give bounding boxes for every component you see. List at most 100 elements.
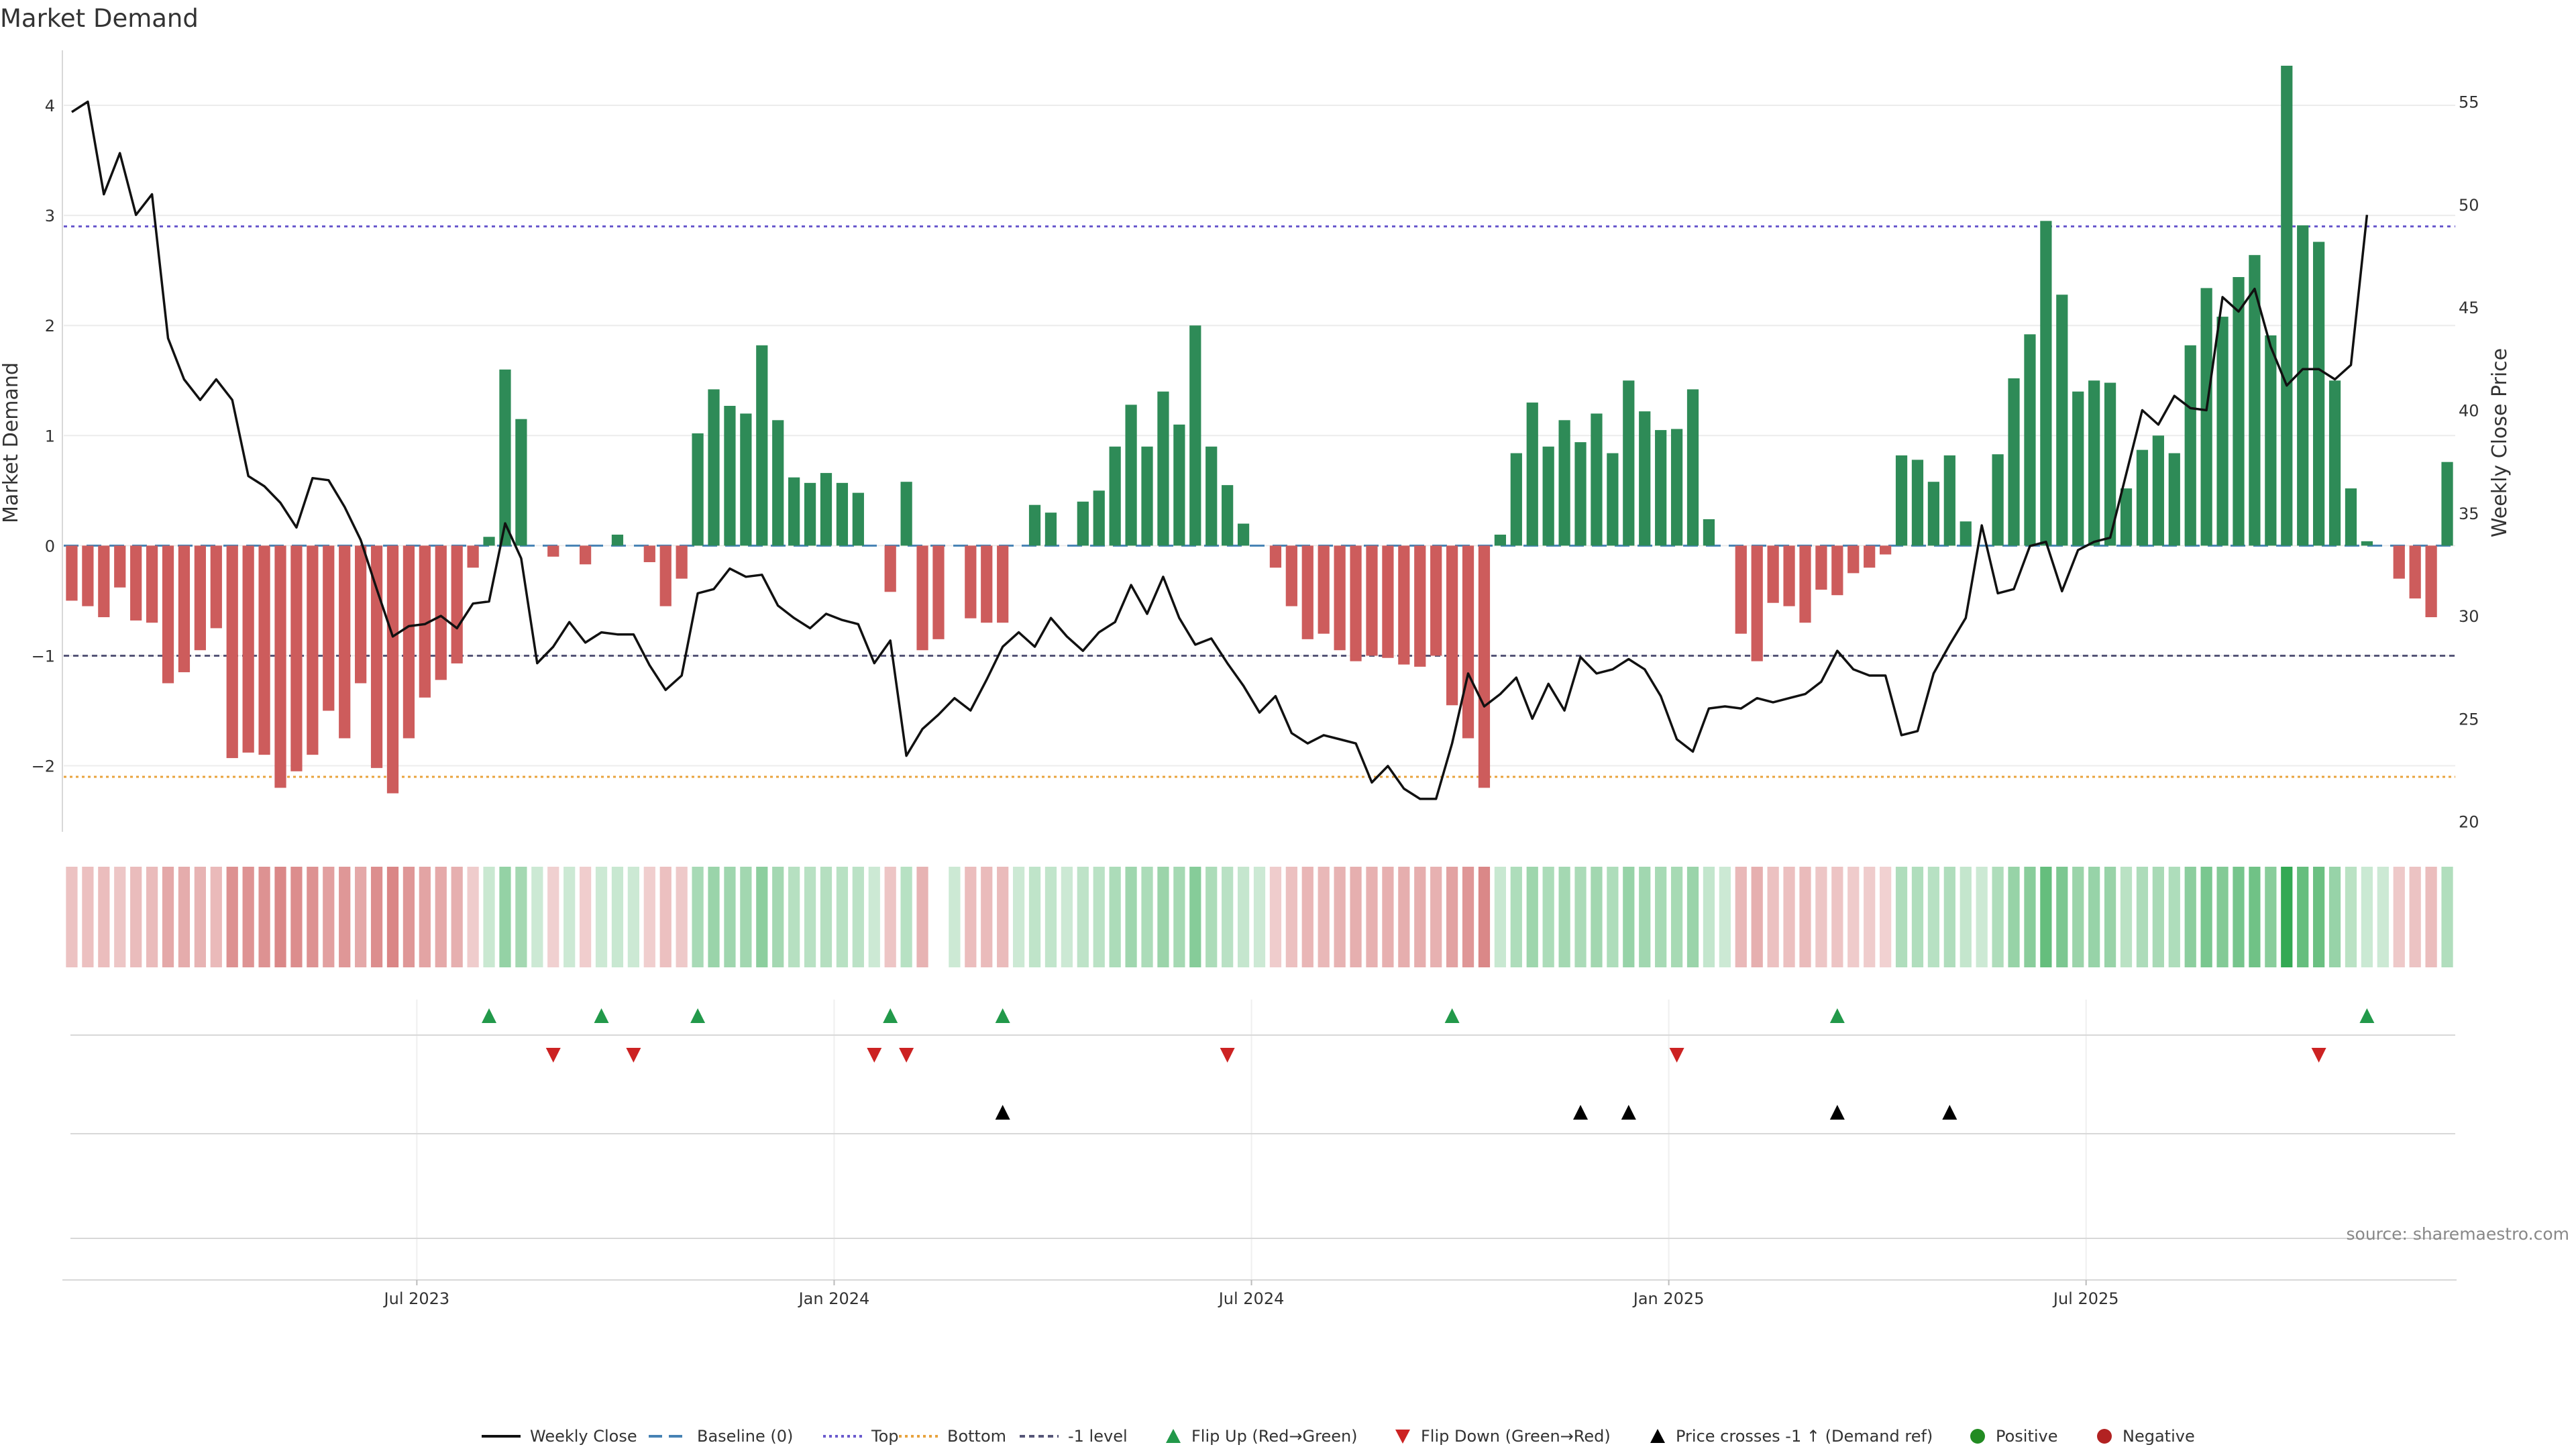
strip-cell [1895,867,1908,967]
demand-bar-negative [1831,545,1843,596]
demand-bar-positive [1686,389,1699,546]
strip-cell [2056,867,2068,967]
strip-cell [1847,867,1860,967]
strip-cell [1574,867,1587,967]
strip-cell [1109,867,1121,967]
x-tick-label: Jul 2025 [2052,1289,2119,1308]
y-right-tick-label: 55 [2459,93,2479,112]
demand-bar-negative [916,545,928,651]
demand-bar-negative [146,545,158,623]
demand-bar-positive [1558,420,1570,546]
strip-cell [692,867,704,967]
strip-cell [1044,867,1057,967]
legend-item: Positive [1970,1427,2058,1446]
legend-swatch-negative [2097,1429,2112,1444]
demand-bar-positive [2168,453,2180,546]
strip-cell [1607,867,1619,967]
strip-cell [419,867,431,967]
demand-bar-negative [274,545,286,788]
demand-bar-positive [1655,430,1667,546]
demand-bar-negative [1880,545,1892,555]
demand-strip [66,867,2453,967]
strip-cell [2120,867,2133,967]
demand-bar-positive [2184,345,2196,546]
y-right-tick-label: 20 [2459,813,2479,832]
strip-cell [547,867,559,967]
strip-cell [451,867,463,967]
demand-bar-positive [1205,446,1218,546]
demand-bar-negative [579,545,592,565]
strip-cell [2040,867,2052,967]
legend-swatch-price-cross [1650,1429,1665,1443]
demand-bar-positive [740,413,752,546]
y-left-tick-label: −2 [32,757,55,776]
demand-bar-positive [692,433,704,546]
flip-up-marker [1444,1008,1460,1023]
demand-bar-positive [900,482,912,546]
demand-bar-positive [804,482,816,546]
demand-bar-negative [1767,545,1779,603]
demand-bar-negative [981,545,993,623]
strip-cell [483,867,495,967]
demand-bar-negative [307,545,319,755]
flip-up-marker [690,1008,706,1023]
demand-bar-negative [402,545,415,739]
demand-bar-negative [1799,545,1811,623]
demand-bar-positive [2120,488,2133,546]
demand-bar-negative [1446,545,1458,706]
demand-bar-positive [1526,402,1538,546]
demand-bar-negative [1398,545,1410,665]
demand-bar-positive [1109,446,1121,546]
demand-bar-negative [1783,545,1795,606]
flip-up-marker [1829,1008,1845,1023]
strip-cell [2425,867,2437,967]
legend-label: Negative [2123,1427,2195,1446]
demand-bar-negative [339,545,351,739]
strip-cell [1157,867,1169,967]
strip-cell [210,867,222,967]
strip-cell [2088,867,2100,967]
x-axis: Jul 2023 Jan 2024 Jul 2024 Jan 2025 Jul 2025 [383,1280,2119,1308]
strip-cell [1141,867,1153,967]
strip-cell [804,867,816,967]
strip-cell [1222,867,1234,967]
y-axis-right-label: Weekly Close Price [2488,348,2512,537]
demand-bar-positive [772,420,784,546]
price-cross-marker [1621,1105,1636,1120]
strip-cell [2136,867,2149,967]
demand-bar-positive [1960,521,1972,546]
strip-cell [836,867,849,967]
demand-bar-positive [2361,541,2373,546]
demand-bar-negative [965,545,977,619]
strip-cell [467,867,479,967]
strip-cell [788,867,800,967]
demand-bar-negative [1366,545,1378,656]
strip-cell [965,867,977,967]
demand-bar-negative [435,545,447,680]
strip-cell [66,867,78,967]
demand-bar-negative [210,545,222,629]
strip-cell [1189,867,1201,967]
legend-item: Negative [2097,1427,2195,1446]
strip-cell [643,867,655,967]
legend: Weekly Close Baseline (0) Top Bottom -1 leve… [482,1427,2195,1446]
strip-cell [178,867,191,967]
strip-cell [290,867,303,967]
demand-bar-negative [1864,545,1876,568]
strip-cell [676,867,688,967]
demand-bar-negative [997,545,1009,623]
strip-cell [274,867,286,967]
demand-bar-negative [162,545,174,684]
flip-up-marker [2359,1008,2375,1023]
strip-cell [1815,867,1827,967]
demand-bars [66,65,2453,794]
legend-label: Flip Down (Green→Red) [1421,1427,1611,1446]
strip-cell [740,867,752,967]
flip-down-marker [1220,1048,1235,1063]
price-cross-marker [1829,1105,1845,1120]
legend-swatch-flip-down [1395,1430,1410,1444]
legend-item: -1 level [1020,1427,1128,1446]
price-series [71,100,2369,800]
strip-cell [900,867,912,967]
strip-cell [708,867,720,967]
